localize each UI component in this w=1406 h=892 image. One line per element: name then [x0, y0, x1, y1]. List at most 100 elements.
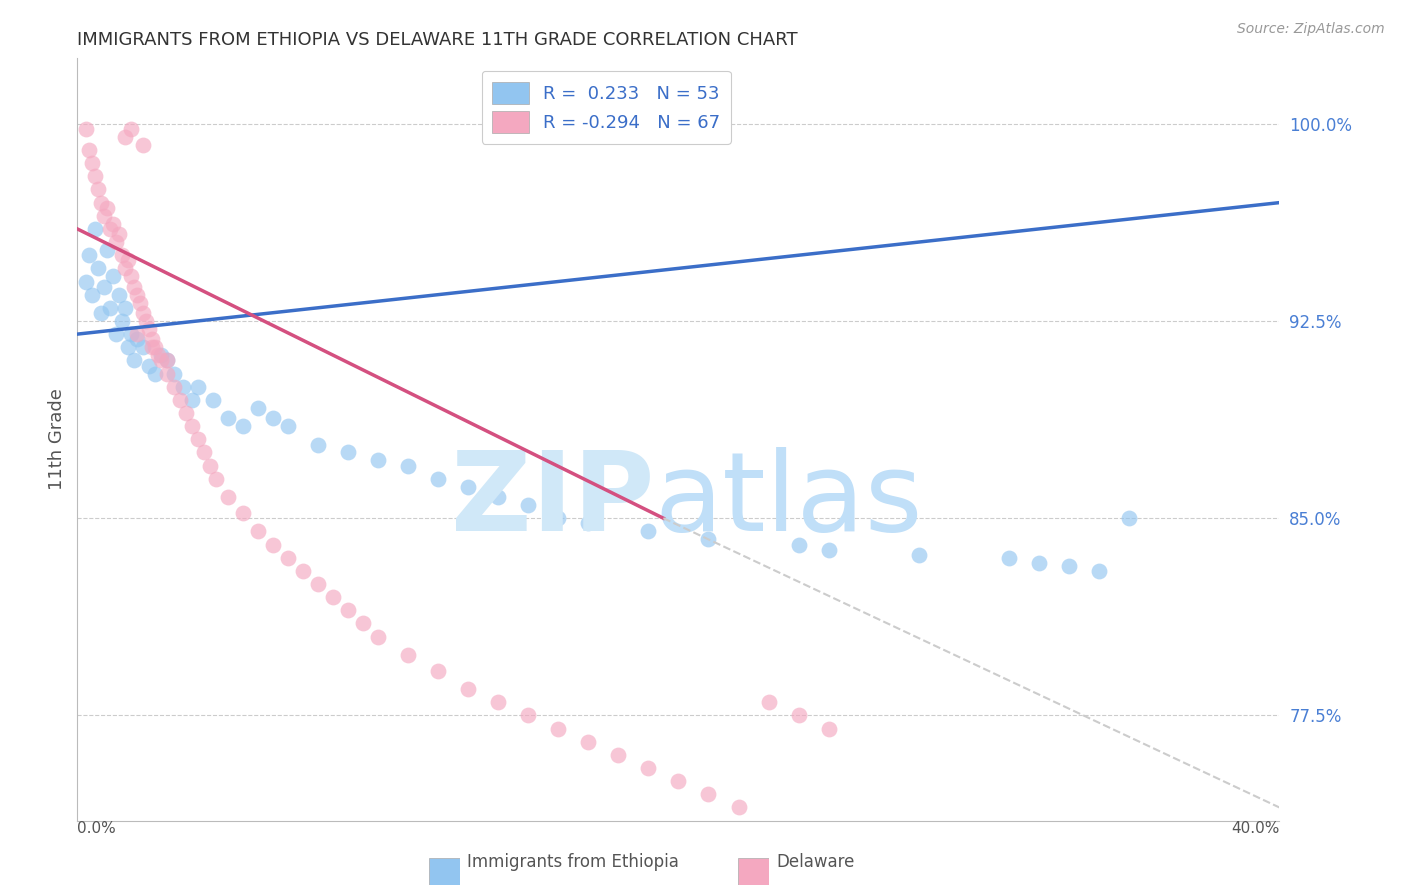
Point [120, 122, 142, 136]
Point [187, 432, 209, 446]
Point [352, 616, 374, 631]
Point [103, 217, 125, 231]
Point [124, 353, 146, 368]
Point [79, 143, 101, 157]
Point [93, 279, 115, 293]
Point [96, 201, 118, 215]
Point [150, 348, 173, 362]
Point [1088, 564, 1111, 578]
Point [336, 603, 359, 617]
Point [127, 287, 149, 301]
Point [127, 327, 149, 342]
Point [547, 511, 569, 525]
Point [427, 664, 450, 678]
Point [307, 577, 329, 591]
Point [127, 332, 149, 346]
Point [246, 524, 269, 539]
Point [172, 380, 194, 394]
Point [637, 524, 659, 539]
Point [93, 209, 115, 223]
Point [322, 590, 344, 604]
Point [457, 682, 479, 697]
Point [637, 761, 659, 775]
Point [138, 359, 160, 373]
Point [100, 222, 122, 236]
Point [277, 419, 299, 434]
Point [1118, 511, 1140, 525]
Point [156, 353, 179, 368]
Point [141, 340, 163, 354]
Point [111, 314, 134, 328]
Point [82, 156, 104, 170]
Point [96, 243, 118, 257]
Point [105, 327, 128, 342]
Text: ZIP: ZIP [451, 447, 654, 554]
Text: 40.0%: 40.0% [1232, 821, 1279, 836]
Point [607, 747, 630, 762]
Point [103, 269, 125, 284]
Text: Delaware: Delaware [776, 854, 855, 871]
Point [180, 392, 202, 407]
Point [79, 248, 101, 262]
Point [117, 253, 139, 268]
Point [150, 353, 173, 368]
Point [156, 353, 179, 368]
Point [1057, 558, 1080, 573]
Point [120, 327, 142, 342]
Point [87, 261, 110, 276]
Point [1028, 556, 1050, 570]
Point [100, 301, 122, 315]
Point [132, 340, 155, 354]
Point [145, 367, 167, 381]
Point [108, 287, 131, 301]
Point [114, 261, 136, 276]
Point [427, 472, 450, 486]
Point [262, 411, 284, 425]
Point [201, 392, 224, 407]
Point [90, 306, 112, 320]
Point [148, 348, 170, 362]
Text: atlas: atlas [654, 447, 922, 554]
Point [120, 269, 142, 284]
Point [217, 411, 239, 425]
Point [180, 419, 202, 434]
Point [262, 537, 284, 551]
Point [217, 490, 239, 504]
Point [232, 419, 254, 434]
Text: Immigrants from Ethiopia: Immigrants from Ethiopia [467, 854, 679, 871]
Point [132, 137, 155, 152]
Point [141, 332, 163, 346]
Point [787, 708, 810, 723]
Point [84, 222, 107, 236]
Point [367, 453, 389, 467]
Point [232, 506, 254, 520]
Point [307, 437, 329, 451]
Point [517, 708, 540, 723]
Point [75, 275, 97, 289]
Point [367, 630, 389, 644]
Point [246, 401, 269, 415]
Point [162, 380, 184, 394]
Point [277, 550, 299, 565]
Point [817, 542, 839, 557]
Point [787, 537, 810, 551]
Point [156, 367, 179, 381]
Point [111, 248, 134, 262]
Point [668, 774, 690, 789]
Point [114, 129, 136, 144]
Point [87, 182, 110, 196]
Point [114, 301, 136, 315]
Point [132, 306, 155, 320]
Point [908, 548, 931, 562]
Point [486, 695, 509, 709]
Point [547, 722, 569, 736]
Text: Source: ZipAtlas.com: Source: ZipAtlas.com [1237, 22, 1385, 37]
Point [135, 314, 157, 328]
Point [84, 169, 107, 184]
Point [174, 406, 197, 420]
Point [727, 800, 749, 814]
Point [82, 287, 104, 301]
Y-axis label: 11th Grade: 11th Grade [48, 388, 66, 491]
Point [129, 295, 152, 310]
Point [486, 490, 509, 504]
